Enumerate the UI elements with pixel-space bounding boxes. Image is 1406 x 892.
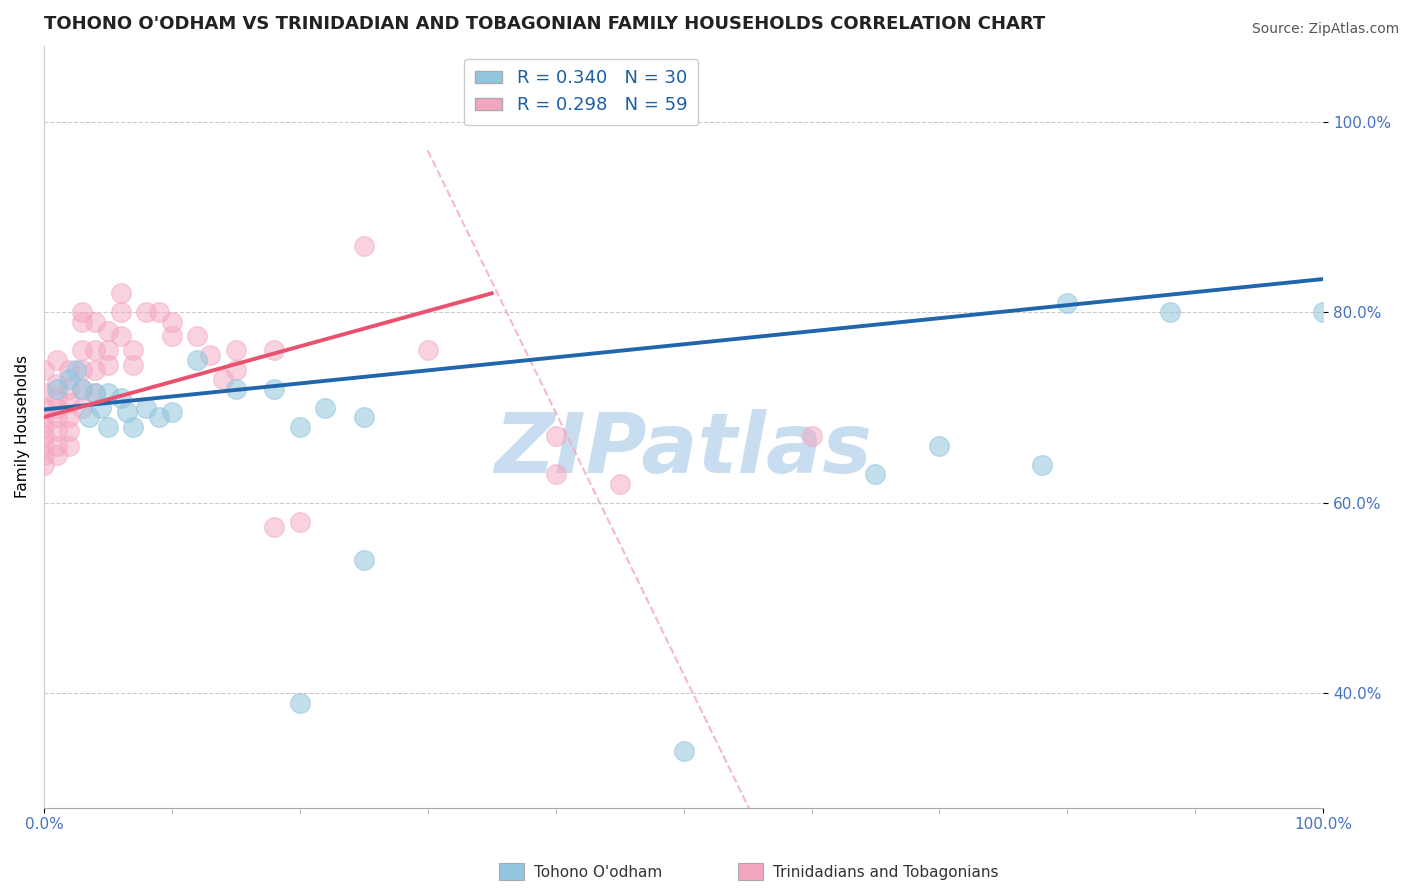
Point: [1031, 458, 1053, 472]
Point: [544, 429, 567, 443]
Point: [97, 419, 120, 434]
Point: [110, 391, 132, 405]
Point: [1312, 305, 1334, 319]
Point: [97, 343, 120, 358]
Point: [97, 358, 120, 372]
Point: [97, 386, 120, 401]
Point: [84, 386, 107, 401]
Point: [263, 382, 285, 396]
Point: [122, 419, 145, 434]
FancyBboxPatch shape: [738, 863, 763, 880]
Point: [416, 343, 439, 358]
Point: [160, 315, 183, 329]
Point: [1159, 305, 1181, 319]
Point: [97, 325, 120, 339]
Point: [77, 410, 100, 425]
Point: [58, 425, 80, 439]
Point: [314, 401, 336, 415]
Y-axis label: Family Households: Family Households: [15, 355, 30, 498]
Text: TOHONO O'ODHAM VS TRINIDADIAN AND TOBAGONIAN FAMILY HOUSEHOLDS CORRELATION CHART: TOHONO O'ODHAM VS TRINIDADIAN AND TOBAGO…: [44, 15, 1045, 33]
Point: [544, 467, 567, 482]
Point: [110, 286, 132, 301]
Point: [45, 391, 67, 405]
Text: Tohono O'odham: Tohono O'odham: [534, 865, 662, 880]
Point: [58, 362, 80, 376]
Point: [353, 238, 375, 252]
Point: [32, 439, 55, 453]
Point: [225, 343, 247, 358]
Legend: R = 0.340   N = 30, R = 0.298   N = 59: R = 0.340 N = 30, R = 0.298 N = 59: [464, 59, 699, 125]
Point: [148, 410, 170, 425]
Text: ZIPatlas: ZIPatlas: [495, 409, 873, 490]
Point: [45, 448, 67, 462]
Point: [353, 410, 375, 425]
Point: [288, 696, 311, 710]
Point: [32, 419, 55, 434]
Point: [186, 353, 208, 368]
Point: [928, 439, 950, 453]
Point: [72, 401, 94, 415]
Point: [72, 382, 94, 396]
Point: [263, 343, 285, 358]
Point: [32, 401, 55, 415]
Point: [65, 362, 87, 376]
Point: [135, 305, 157, 319]
Point: [45, 376, 67, 391]
Point: [45, 401, 67, 415]
Point: [72, 305, 94, 319]
Point: [72, 362, 94, 376]
Point: [58, 410, 80, 425]
Point: [225, 362, 247, 376]
Point: [1056, 296, 1078, 310]
Point: [200, 348, 222, 362]
Point: [84, 386, 107, 401]
Point: [45, 439, 67, 453]
Point: [212, 372, 235, 386]
Point: [110, 305, 132, 319]
Point: [186, 329, 208, 343]
Point: [32, 362, 55, 376]
Point: [122, 343, 145, 358]
Point: [90, 401, 112, 415]
Point: [84, 343, 107, 358]
Point: [32, 386, 55, 401]
Point: [263, 519, 285, 533]
Text: Trinidadians and Tobagonians: Trinidadians and Tobagonians: [773, 865, 998, 880]
Point: [32, 458, 55, 472]
Point: [225, 382, 247, 396]
Point: [58, 372, 80, 386]
Point: [45, 382, 67, 396]
Point: [58, 396, 80, 410]
Point: [72, 382, 94, 396]
Point: [148, 305, 170, 319]
Point: [45, 410, 67, 425]
Point: [672, 743, 695, 757]
Point: [32, 410, 55, 425]
Point: [288, 515, 311, 529]
Point: [122, 358, 145, 372]
Point: [353, 553, 375, 567]
Point: [84, 362, 107, 376]
Point: [72, 315, 94, 329]
Point: [110, 329, 132, 343]
Point: [58, 439, 80, 453]
Point: [32, 429, 55, 443]
Point: [609, 476, 631, 491]
Point: [288, 419, 311, 434]
Point: [45, 353, 67, 368]
Text: Source: ZipAtlas.com: Source: ZipAtlas.com: [1251, 22, 1399, 37]
Point: [32, 448, 55, 462]
Point: [160, 329, 183, 343]
Point: [84, 315, 107, 329]
Point: [135, 401, 157, 415]
Point: [58, 382, 80, 396]
Point: [115, 405, 138, 419]
Point: [72, 343, 94, 358]
FancyBboxPatch shape: [499, 863, 524, 880]
Point: [865, 467, 887, 482]
Point: [160, 405, 183, 419]
Point: [800, 429, 823, 443]
Point: [45, 425, 67, 439]
